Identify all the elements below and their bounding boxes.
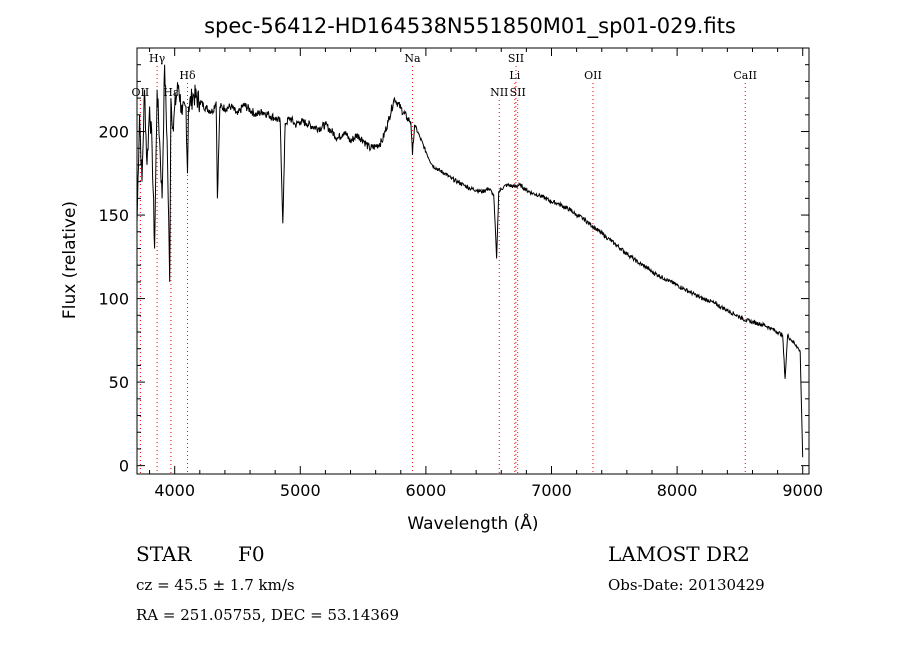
x-tick-label-3: 7000 <box>531 481 572 500</box>
line-marker-label-0: Hγ <box>149 52 166 65</box>
line-marker-label-5: SII <box>508 52 524 65</box>
survey-name: LAMOST DR2 <box>608 542 750 566</box>
x-tick-label-1: 5000 <box>280 481 321 500</box>
x-tick-label-0: 4000 <box>154 481 195 500</box>
y-tick-label-0: 0 <box>119 457 129 476</box>
line-marker-label-2: Hδ <box>179 69 196 82</box>
y-axis-label: Flux (relative) <box>60 201 80 319</box>
x-tick-label-5: 9000 <box>782 481 823 500</box>
line-marker-label-4: Na <box>404 52 421 65</box>
plot-frame <box>136 47 810 475</box>
line-marker-label-6: Li <box>509 69 520 82</box>
flux-line <box>136 64 804 458</box>
y-tick-label-1: 50 <box>109 373 129 392</box>
y-tick-label-4: 200 <box>98 123 129 142</box>
chart-title: spec-56412-HD164538N551850M01_sp01-029.f… <box>204 14 736 39</box>
coordinates-text: RA = 251.05755, DEC = 53.14369 <box>136 606 400 624</box>
spectral-class: STAR <box>136 542 192 566</box>
line-marker-label-7: NII <box>490 86 508 99</box>
line-marker-label-8: SII <box>510 86 526 99</box>
line-marker-label-10: CaII <box>733 69 757 82</box>
flux-series <box>136 64 804 458</box>
y-axis-ticks: 0 50 100 150 200 <box>98 64 809 476</box>
x-tick-label-2: 6000 <box>406 481 447 500</box>
x-axis-ticks: 4000 5000 6000 7000 8000 9000 <box>149 48 823 500</box>
observation-date: Obs-Date: 20130429 <box>608 576 765 594</box>
y-tick-label-2: 100 <box>98 290 129 309</box>
redshift-text: cz = 45.5 ± 1.7 km/s <box>136 576 295 594</box>
x-axis-label: Wavelength (Å) <box>407 512 538 534</box>
line-marker-label-9: OII <box>584 69 602 82</box>
y-tick-label-3: 150 <box>98 206 129 225</box>
spectral-subclass: F0 <box>238 542 265 566</box>
line-marker-label-1: OII <box>132 86 150 99</box>
x-tick-label-4: 8000 <box>657 481 698 500</box>
